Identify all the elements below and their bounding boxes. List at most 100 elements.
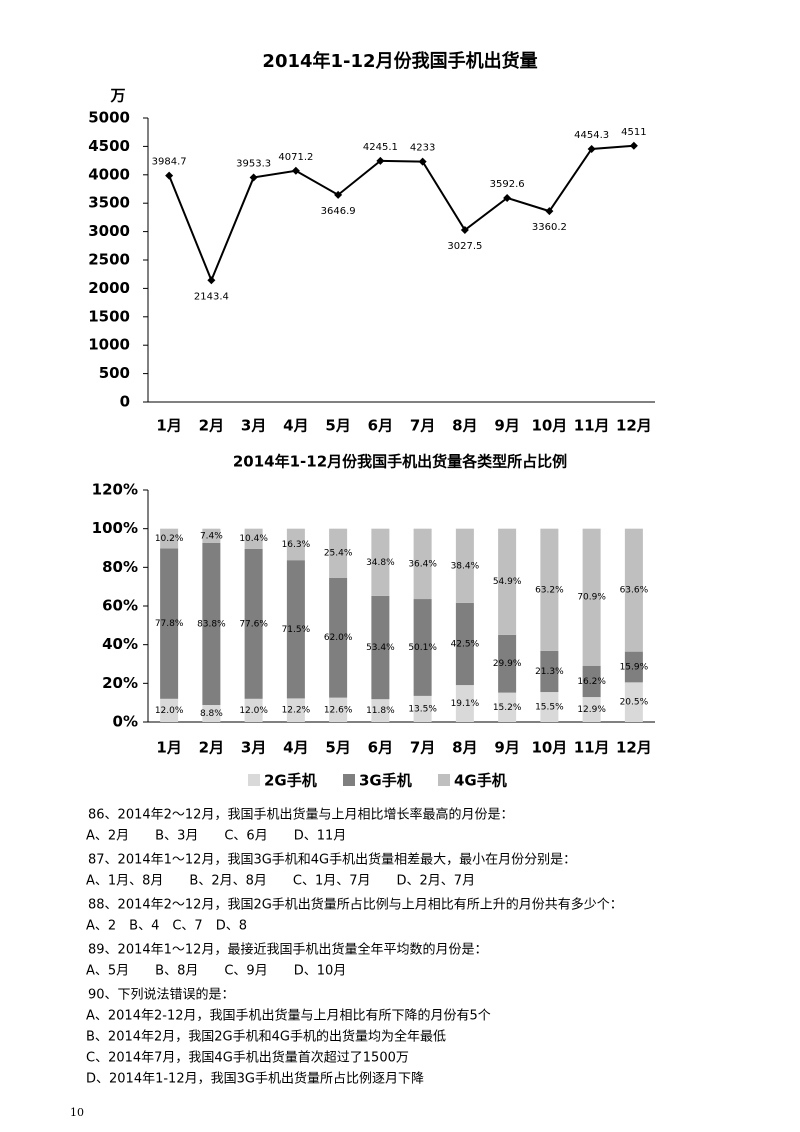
y-tick-label: 0%: [113, 713, 138, 731]
data-label: 16.3%: [282, 540, 311, 550]
data-label: 15.5%: [535, 703, 564, 713]
bar-segment: [498, 692, 517, 722]
data-label: 3984.7: [152, 157, 187, 168]
x-tick-label: 7月: [410, 739, 435, 757]
y-tick-label: 2500: [88, 251, 130, 269]
marker: [418, 157, 427, 166]
bar-segment: [244, 528, 263, 549]
y-tick-label: 5000: [88, 109, 130, 127]
x-tick-label: 10月: [531, 739, 567, 757]
y-tick-label: 3500: [88, 194, 130, 212]
question-stem: 86、2014年2～12月，我国手机出货量与上月相比增长率最高的月份是：: [88, 807, 513, 823]
data-label: 4245.1: [363, 142, 398, 153]
data-label: 15.2%: [493, 703, 522, 713]
x-tick-label: 2月: [199, 739, 224, 757]
x-tick-label: 5月: [325, 417, 350, 435]
x-tick-label: 12月: [616, 417, 652, 435]
data-label: 3360.2: [532, 222, 567, 233]
bar-segment: [624, 528, 643, 652]
bar-segment: [498, 528, 517, 635]
y-tick-label: 120%: [92, 481, 138, 499]
question-stem: 89、2014年1～12月，最接近我国手机出货量全年平均数的月份是：: [88, 942, 487, 958]
data-label: 25.4%: [324, 549, 353, 559]
legend-label: 4G手机: [454, 772, 507, 790]
data-label: 36.4%: [408, 559, 437, 569]
bar-segment: [582, 697, 601, 722]
marker: [629, 141, 638, 150]
data-label: 34.8%: [366, 558, 395, 568]
y-tick-label: 2000: [88, 279, 130, 297]
bar-segment: [286, 698, 305, 722]
data-label: 12.2%: [282, 706, 311, 716]
x-tick-label: 11月: [574, 417, 610, 435]
bar-segment: [624, 682, 643, 722]
bar-segment: [371, 595, 390, 700]
data-label: 15.9%: [620, 662, 649, 672]
data-label: 11.8%: [366, 706, 395, 716]
bar-segment: [540, 650, 559, 693]
marker: [545, 207, 554, 216]
x-tick-label: 6月: [368, 417, 393, 435]
data-label: 77.8%: [155, 619, 184, 629]
data-label: 10.4%: [239, 534, 268, 544]
marker: [376, 156, 385, 165]
bar-segment: [329, 697, 348, 722]
data-label: 21.3%: [535, 667, 564, 677]
data-label: 4071.2: [278, 152, 313, 163]
bar-segment: [371, 699, 390, 722]
data-label: 20.5%: [620, 698, 649, 708]
bar-segment: [160, 698, 179, 722]
question-option: B、2014年2月，我国2G手机和4G手机的出货量均为全年最低: [86, 1029, 446, 1045]
y-tick-label: 80%: [102, 558, 138, 576]
bar-segment: [371, 528, 390, 596]
y-tick-label: 0: [120, 393, 130, 411]
data-label: 4233: [410, 143, 435, 154]
y-tick-label: 1000: [88, 336, 130, 354]
y-tick-label: 40%: [102, 635, 138, 653]
x-tick-label: 6月: [368, 739, 393, 757]
bar-segment: [455, 528, 474, 603]
x-tick-label: 7月: [410, 417, 435, 435]
data-label: 12.6%: [324, 705, 353, 715]
data-label: 53.4%: [366, 643, 395, 653]
x-tick-label: 8月: [452, 417, 477, 435]
bar-segment: [286, 528, 305, 561]
x-tick-label: 2月: [199, 417, 224, 435]
data-label: 38.4%: [451, 561, 480, 571]
data-label: 63.2%: [535, 585, 564, 595]
bar-segment: [160, 548, 179, 699]
data-label: 3027.5: [447, 241, 482, 252]
legend-label: 2G手机: [264, 772, 317, 790]
x-tick-label: 11月: [574, 739, 610, 757]
question-option: A、2月 B、3月 C、6月 D、11月: [86, 829, 346, 844]
data-label: 42.5%: [451, 639, 480, 649]
page-number: 10: [70, 1106, 84, 1119]
data-label: 4511: [621, 127, 646, 138]
bar-segment: [540, 692, 559, 722]
bar-segment: [244, 548, 263, 699]
data-label: 83.8%: [197, 619, 226, 629]
question-option: A、1月、8月 B、2月、8月 C、1月、7月 D、2月、7月: [86, 874, 475, 889]
bar-segment: [329, 528, 348, 578]
x-tick-label: 9月: [494, 739, 519, 757]
data-label: 3953.3: [236, 158, 271, 169]
legend-label: 3G手机: [359, 772, 412, 790]
y-tick-label: 100%: [92, 519, 138, 537]
bar-segment: [202, 704, 221, 722]
data-label: 12.0%: [155, 706, 184, 716]
data-label: 71.5%: [282, 625, 311, 635]
y-tick-label: 60%: [102, 597, 138, 615]
legend-swatch: [248, 774, 260, 786]
question-option: A、2 B、4 C、7 D、8: [86, 919, 247, 934]
bar-segment: [202, 528, 221, 543]
question-option: D、2014年1-12月，我国3G手机出货量所占比例逐月下降: [86, 1071, 424, 1087]
data-label: 13.5%: [408, 704, 437, 714]
data-label: 63.6%: [620, 586, 649, 596]
marker: [207, 276, 216, 285]
bar-segment: [160, 528, 179, 549]
question-stem: 90、下列说法错误的是：: [88, 987, 235, 1003]
chart-title: 2014年1-12月份我国手机出货量: [262, 50, 537, 72]
data-label: 12.9%: [577, 705, 606, 715]
marker: [503, 193, 512, 202]
data-label: 70.9%: [577, 593, 606, 603]
